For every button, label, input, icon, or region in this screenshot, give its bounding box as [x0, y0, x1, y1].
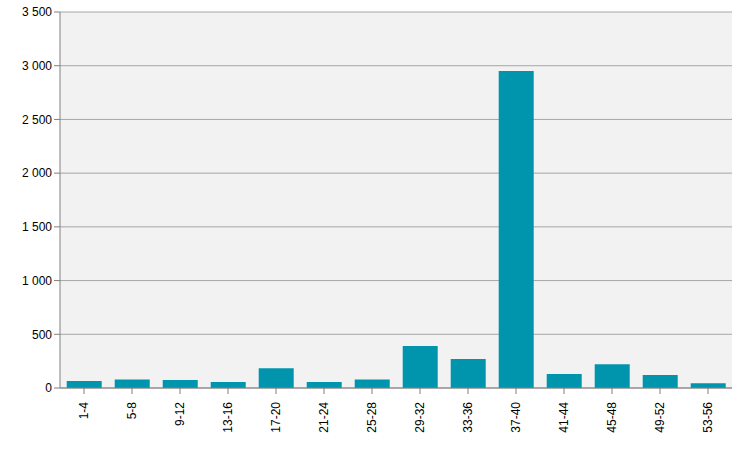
svg-text:29-32: 29-32	[413, 402, 427, 433]
svg-text:13-16: 13-16	[221, 402, 235, 433]
svg-text:21-24: 21-24	[317, 402, 331, 433]
svg-text:9-12: 9-12	[173, 402, 187, 426]
svg-text:3 000: 3 000	[22, 59, 52, 73]
svg-text:2 000: 2 000	[22, 166, 52, 180]
svg-text:500: 500	[32, 328, 52, 342]
svg-text:41-44: 41-44	[557, 402, 571, 433]
svg-text:17-20: 17-20	[269, 402, 283, 433]
svg-text:2 500: 2 500	[22, 113, 52, 127]
svg-text:5-8: 5-8	[125, 402, 139, 420]
svg-text:1 500: 1 500	[22, 220, 52, 234]
svg-text:45-48: 45-48	[605, 402, 619, 433]
svg-text:3 500: 3 500	[22, 5, 52, 19]
svg-text:25-28: 25-28	[365, 402, 379, 433]
svg-text:53-56: 53-56	[701, 402, 715, 433]
svg-text:1 000: 1 000	[22, 274, 52, 288]
svg-text:0: 0	[45, 381, 52, 395]
svg-text:49-52: 49-52	[653, 402, 667, 433]
svg-text:37-40: 37-40	[509, 402, 523, 433]
svg-text:1-4: 1-4	[77, 402, 91, 420]
svg-text:33-36: 33-36	[461, 402, 475, 433]
